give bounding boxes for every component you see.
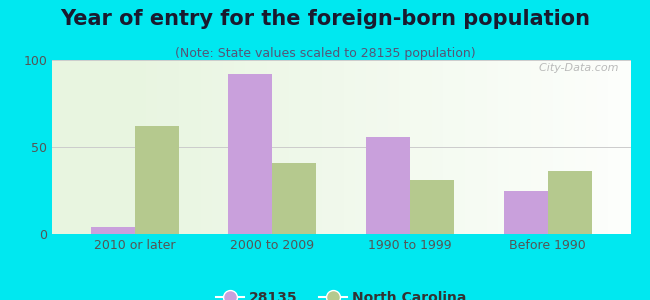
Bar: [586, 60, 597, 234]
Bar: [135, 60, 146, 234]
Bar: [377, 60, 388, 234]
Bar: [410, 60, 421, 234]
Bar: [399, 60, 410, 234]
Bar: [432, 60, 443, 234]
Bar: [179, 60, 190, 234]
Bar: [510, 60, 520, 234]
Bar: [300, 60, 311, 234]
Bar: [388, 60, 399, 234]
Bar: [333, 60, 344, 234]
Bar: [608, 60, 619, 234]
Bar: [597, 60, 608, 234]
Bar: [366, 136, 410, 234]
Bar: [630, 60, 642, 234]
Bar: [410, 180, 454, 234]
Bar: [223, 60, 234, 234]
Bar: [245, 60, 256, 234]
Bar: [421, 60, 432, 234]
Legend: 28135, North Carolina: 28135, North Carolina: [211, 286, 472, 300]
Bar: [575, 60, 586, 234]
Bar: [443, 60, 454, 234]
Bar: [201, 60, 212, 234]
Bar: [157, 60, 168, 234]
Bar: [542, 60, 553, 234]
Bar: [355, 60, 366, 234]
Bar: [619, 60, 630, 234]
Bar: [476, 60, 488, 234]
Bar: [212, 60, 223, 234]
Bar: [135, 126, 179, 234]
Bar: [504, 190, 548, 234]
Bar: [289, 60, 300, 234]
Bar: [146, 60, 157, 234]
Text: (Note: State values scaled to 28135 population): (Note: State values scaled to 28135 popu…: [175, 46, 475, 59]
Bar: [488, 60, 499, 234]
Bar: [366, 60, 377, 234]
Bar: [465, 60, 476, 234]
Bar: [272, 163, 317, 234]
Bar: [520, 60, 531, 234]
Bar: [311, 60, 322, 234]
Bar: [90, 227, 135, 234]
Text: City-Data.com: City-Data.com: [532, 64, 619, 74]
Bar: [322, 60, 333, 234]
Text: Year of entry for the foreign-born population: Year of entry for the foreign-born popul…: [60, 9, 590, 29]
Bar: [553, 60, 564, 234]
Bar: [228, 74, 272, 234]
Bar: [564, 60, 575, 234]
Bar: [454, 60, 465, 234]
Bar: [168, 60, 179, 234]
Bar: [278, 60, 289, 234]
Bar: [256, 60, 267, 234]
Bar: [531, 60, 542, 234]
Bar: [267, 60, 278, 234]
Bar: [642, 60, 650, 234]
Bar: [548, 171, 592, 234]
Bar: [190, 60, 201, 234]
Bar: [499, 60, 510, 234]
Bar: [234, 60, 245, 234]
Bar: [344, 60, 355, 234]
